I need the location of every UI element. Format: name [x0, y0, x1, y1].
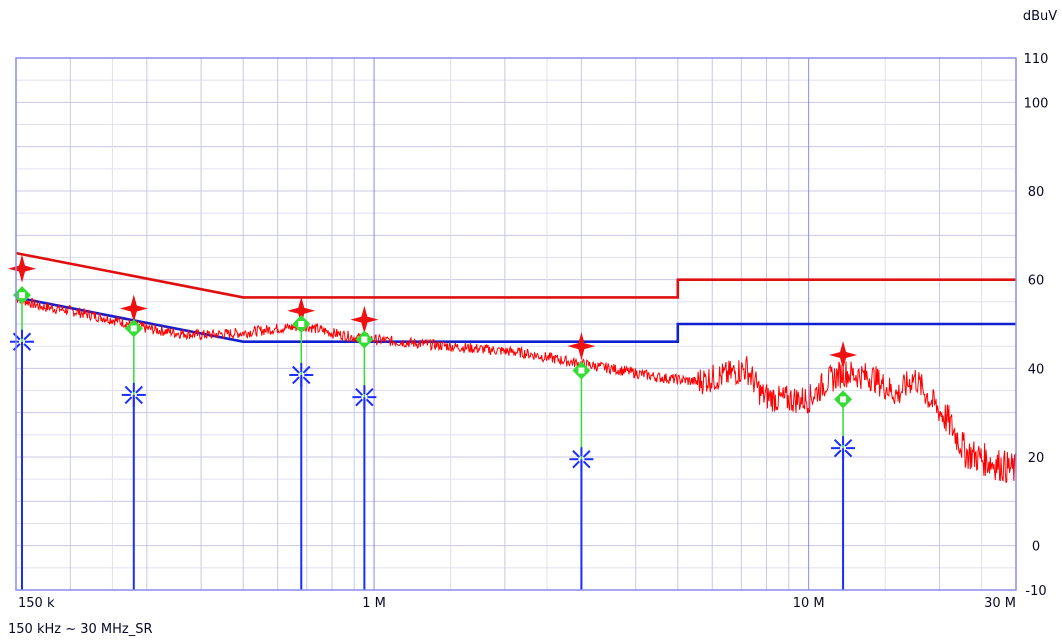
qp-marker-center: [361, 336, 368, 343]
qp-marker-center: [578, 367, 585, 374]
y-tick-label: 60: [1028, 274, 1045, 289]
qp-marker-center: [840, 396, 847, 403]
x-tick-label: 1 M: [362, 596, 386, 611]
y-tick-label: 80: [1028, 185, 1045, 200]
avg-marker-ray: [365, 387, 374, 396]
avg-marker-ray: [23, 343, 32, 351]
x-tick-label: 150 k: [18, 596, 55, 611]
qp-peak-marker: [119, 294, 148, 323]
qp-peak-marker: [829, 341, 858, 370]
y-tick-label: 100: [1024, 96, 1049, 111]
avg-marker-ray: [833, 449, 842, 458]
plot-frame: [15, 57, 1017, 591]
y-tick-label: 110: [1024, 52, 1049, 67]
qp-marker-center: [130, 325, 137, 332]
x-tick-label: 30 M: [984, 596, 1016, 611]
y-unit-label: dBuV: [1023, 9, 1057, 24]
avg-marker-ray: [302, 376, 311, 385]
avg-marker-ray: [582, 450, 591, 458]
qp-peak-marker: [350, 305, 379, 334]
avg-marker-ray: [135, 385, 143, 394]
avg-marker-ray: [302, 365, 311, 374]
limit-line-qp_limit: [15, 251, 1016, 299]
avg-marker-ray: [572, 450, 580, 458]
avg-marker-ray: [572, 460, 580, 469]
avg-marker-ray: [292, 376, 300, 385]
y-tick-label: 0: [1032, 540, 1040, 555]
limit-lines: [15, 251, 1016, 344]
avg-marker-ray: [833, 438, 842, 447]
qp-marker-center: [19, 292, 25, 299]
avg-marker-ray: [582, 460, 591, 469]
x-tick-label: 10 M: [793, 596, 825, 611]
qp-marker-center: [298, 321, 305, 327]
emission-trace-path: [15, 295, 1017, 484]
avg-marker-ray: [23, 332, 32, 341]
y-tick-label: 20: [1028, 451, 1045, 466]
avg-marker-ray: [135, 396, 143, 405]
marker-stems: [21, 295, 845, 590]
qp-peak-marker: [567, 332, 596, 361]
x-tick-labels: 150 k 1 M 10 M 30 M: [18, 596, 1016, 611]
markers: [8, 254, 858, 472]
y-tick-label: -10: [1025, 584, 1046, 599]
y-tick-label: 40: [1028, 362, 1045, 377]
frequency-range-label: 150 kHz ~ 30 MHz_SR: [8, 622, 153, 637]
avg-marker-ray: [844, 449, 853, 458]
avg-marker-ray: [365, 398, 374, 407]
y-tick-labels: 110 100 80 60 40 20 0 -10: [1024, 52, 1049, 599]
avg-marker-ray: [355, 398, 363, 407]
qp-peak-marker: [8, 254, 36, 283]
avg-marker-ray: [355, 387, 363, 396]
avg-marker-ray: [292, 365, 300, 374]
grid: [16, 57, 1016, 591]
avg-marker-ray: [124, 385, 133, 394]
avg-marker-ray: [844, 438, 853, 447]
avg-marker-ray: [124, 396, 133, 405]
qp-peak-marker: [287, 296, 316, 325]
emission-trace: [15, 295, 1017, 484]
limit-line-avg_limit: [15, 296, 1016, 344]
